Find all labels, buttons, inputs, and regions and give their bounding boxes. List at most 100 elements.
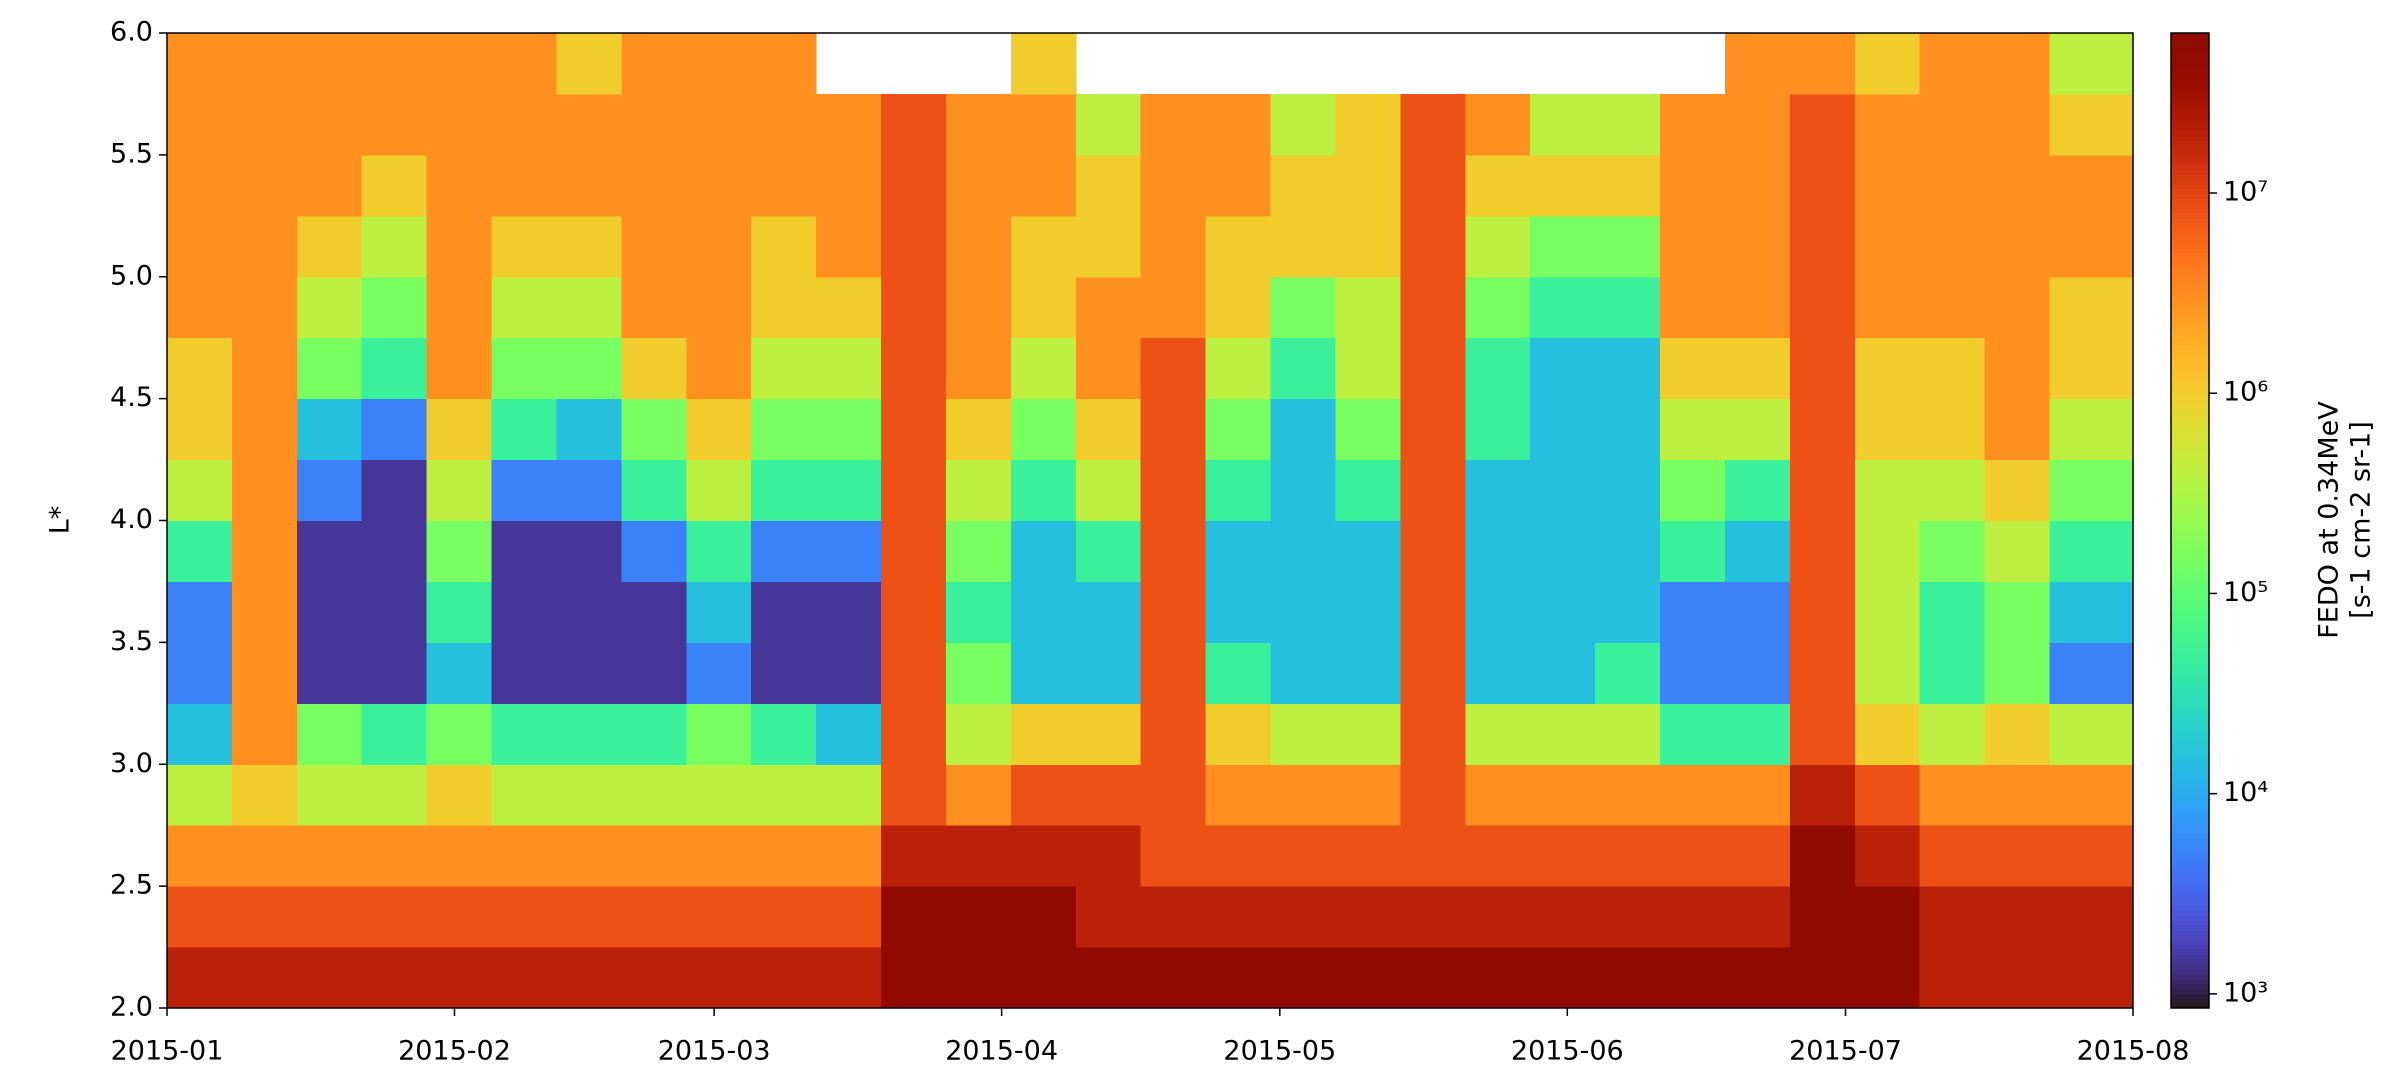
heatmap-cell (167, 703, 233, 765)
heatmap-cell (426, 825, 493, 887)
heatmap-cell (881, 703, 947, 765)
heatmap-cell (1660, 276, 1726, 339)
y-tick-label: 2.5 (110, 870, 153, 901)
colorbar-segment (2171, 574, 2209, 580)
heatmap-cell (1854, 398, 1921, 461)
heatmap-cell (1984, 947, 2051, 1009)
heatmap-cell (686, 520, 752, 582)
colorbar-segment (2171, 159, 2209, 166)
heatmap-cell (1789, 398, 1856, 461)
heatmap-cell (1270, 642, 1336, 704)
colorbar-segment (2171, 125, 2209, 132)
colorbar-segment (2171, 72, 2209, 78)
colorbar-segment (2171, 905, 2209, 912)
colorbar-segment (2171, 520, 2209, 526)
heatmap-cell (2049, 398, 2134, 461)
heatmap-cell (1400, 520, 1466, 582)
heatmap-cell (1530, 703, 1596, 765)
heatmap-cell (231, 581, 298, 643)
y-tick-label: 4.5 (110, 382, 153, 413)
heatmap-cell (1335, 886, 1401, 948)
colorbar-segment (2171, 583, 2209, 590)
heatmap-cell (1010, 215, 1077, 278)
heatmap-cell (1270, 703, 1336, 765)
heatmap-cell (296, 703, 363, 765)
heatmap-cell (1335, 337, 1401, 400)
colorbar-segment (2171, 193, 2209, 200)
heatmap-cell (491, 642, 557, 704)
heatmap-cell (231, 154, 298, 217)
heatmap-cell (1660, 337, 1726, 400)
heatmap-cell (816, 703, 882, 765)
heatmap-cell (1530, 886, 1596, 948)
heatmap-cell (1854, 886, 1921, 948)
heatmap-cell (686, 459, 752, 521)
heatmap-cell (1075, 337, 1142, 400)
colorbar-segment (2171, 354, 2209, 361)
colorbar-segment (2171, 852, 2209, 858)
colorbar-segment (2171, 398, 2209, 405)
heatmap-cell (296, 581, 363, 643)
heatmap-cell (1465, 276, 1531, 339)
colorbar-segment (2171, 569, 2209, 575)
colorbar-segment (2171, 525, 2209, 531)
heatmap-cell (1075, 276, 1142, 339)
heatmap-cell (2049, 337, 2134, 400)
colorbar-segment (2171, 671, 2209, 678)
heatmap-cell (1530, 581, 1596, 643)
heatmap-cell (1465, 337, 1531, 400)
colorbar-segment (2171, 666, 2209, 673)
colorbar-segment (2171, 291, 2209, 297)
heatmap-cell (556, 337, 622, 400)
colorbar-segment (2171, 471, 2209, 478)
colorbar-segment (2171, 369, 2209, 375)
colorbar-segment (2171, 598, 2209, 604)
heatmap-cell (491, 825, 557, 887)
heatmap-cell (1270, 215, 1336, 278)
heatmap-cell (751, 642, 817, 704)
heatmap-cell (1530, 520, 1596, 582)
heatmap-cell (1530, 825, 1596, 887)
heatmap-cell (1075, 886, 1142, 948)
colorbar-segment (2171, 91, 2209, 97)
heatmap-cell (296, 642, 363, 704)
heatmap-cell (686, 581, 752, 643)
heatmap-cell (1270, 886, 1336, 948)
heatmap-cell (296, 947, 363, 1009)
heatmap-cell (945, 947, 1012, 1009)
heatmap-cell (1854, 459, 1921, 521)
colorbar-segment (2171, 715, 2209, 721)
heatmap-cell (1205, 764, 1272, 826)
heatmap-cell (621, 642, 687, 704)
y-tick-label: 6.0 (110, 17, 153, 48)
heatmap-cell (1789, 642, 1856, 704)
heatmap-cell (1075, 93, 1142, 156)
heatmap-cell (686, 276, 752, 339)
colorbar-segment (2171, 554, 2209, 561)
y-tick-label: 3.0 (110, 748, 153, 779)
colorbar-segment (2171, 247, 2209, 253)
heatmap-cell (491, 33, 557, 95)
colorbar-segment (2171, 642, 2209, 648)
heatmap-cell (231, 703, 298, 765)
heatmap-cell (1075, 215, 1142, 278)
colorbar-segment (2171, 481, 2209, 487)
x-tick-label: 2015-05 (1223, 1036, 1336, 1067)
heatmap-cell (491, 215, 557, 278)
colorbar-segment (2171, 895, 2209, 902)
x-tick-label: 2015-07 (1789, 1036, 1902, 1067)
colorbar-segment (2171, 627, 2209, 634)
heatmap-cell (1854, 154, 1921, 217)
colorbar-segment (2171, 325, 2209, 331)
heatmap-cell (296, 154, 363, 217)
heatmap-cell (1660, 93, 1726, 156)
heatmap-cell (296, 398, 363, 461)
heatmap-cell (1010, 825, 1077, 887)
heatmap-cell (621, 703, 687, 765)
heatmap-cell (426, 337, 493, 400)
heatmap-cell (816, 215, 882, 278)
colorbar-tick-label: 10⁴ (2223, 777, 2268, 808)
colorbar-tick-label: 10⁵ (2223, 577, 2268, 608)
heatmap-cell (1854, 947, 1921, 1009)
